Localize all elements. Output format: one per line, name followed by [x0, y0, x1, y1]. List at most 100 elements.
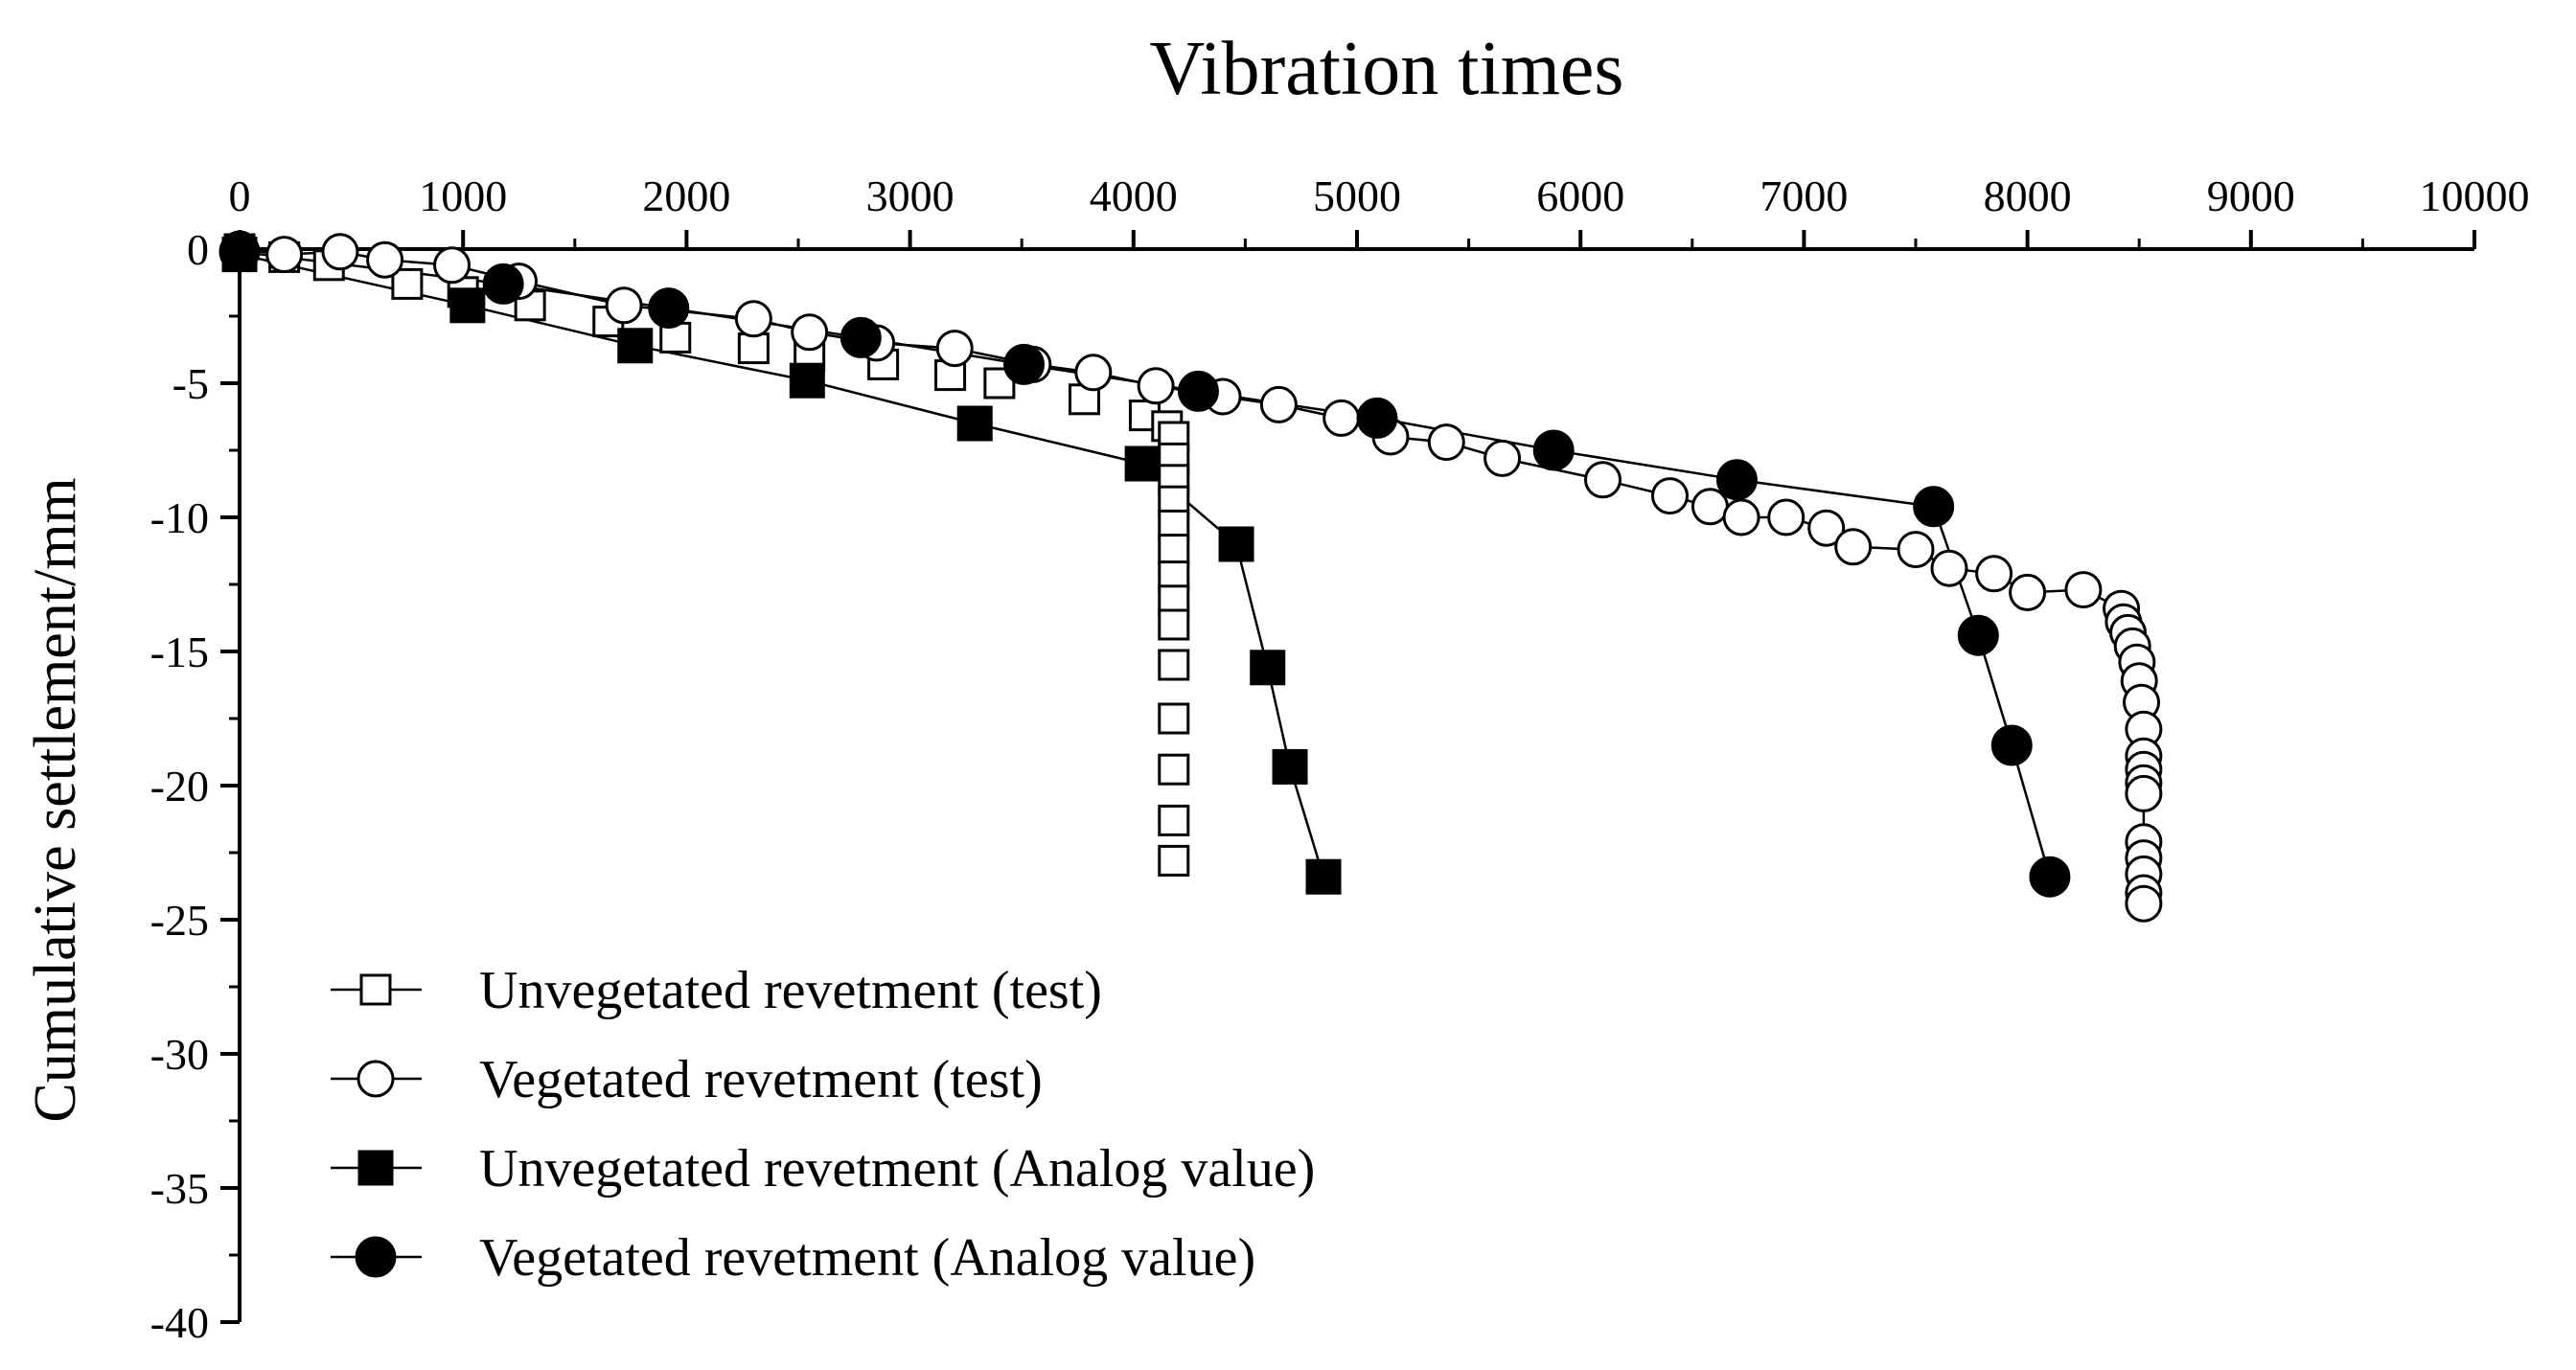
series-2-markers — [220, 230, 2163, 923]
legend-item-4: Vegetated revetment (Analog value) — [331, 1228, 1255, 1288]
y-tick-label: -15 — [150, 628, 209, 676]
data-point — [1158, 534, 1190, 566]
y-tick-label: -35 — [150, 1164, 209, 1213]
x-tick-label: 4000 — [1090, 171, 1178, 220]
data-point — [449, 287, 486, 324]
data-point — [840, 316, 882, 358]
data-point — [1897, 531, 1935, 569]
x-tick-label: 3000 — [866, 171, 954, 220]
legend-label: Vegetated revetment (test) — [479, 1050, 1043, 1109]
data-point — [1158, 608, 1190, 641]
data-point — [737, 332, 770, 365]
series-line-2 — [239, 247, 2146, 904]
legend-marker — [359, 973, 392, 1006]
x-tick-label: 1000 — [419, 171, 507, 220]
data-point — [1158, 649, 1190, 681]
y-tick-label: -40 — [150, 1298, 209, 1347]
legend-marker — [357, 1150, 394, 1186]
data-point — [1427, 423, 1465, 462]
data-point — [1158, 702, 1190, 735]
axes: 0 1000 2000 3000 4000 5000 6000 7000 8000 9000 100… — [150, 171, 2530, 1347]
data-point — [1218, 526, 1254, 562]
data-point — [265, 236, 304, 274]
data-point — [1484, 439, 1522, 477]
data-point — [789, 362, 825, 399]
data-point — [734, 300, 772, 338]
data-point — [1650, 477, 1689, 515]
y-tick-label: -25 — [150, 896, 209, 945]
x-tick-label: 0 — [229, 171, 251, 220]
legend-marker — [355, 1236, 397, 1278]
x-tick-label: 10000 — [2420, 171, 2530, 220]
data-point — [1158, 753, 1190, 786]
y-tick-label: -5 — [172, 359, 209, 408]
data-point — [366, 240, 404, 279]
legend-marker — [356, 1060, 395, 1098]
series-line-3 — [239, 253, 1325, 878]
legend: Unvegetated revetment (test) Vegetated re… — [331, 961, 1315, 1288]
data-point — [1532, 429, 1575, 471]
legend-item-2: Vegetated revetment (test) — [331, 1050, 1043, 1109]
data-point — [648, 287, 690, 330]
legend-label: Vegetated revetment (Analog value) — [479, 1228, 1255, 1288]
data-point — [956, 405, 993, 442]
data-point — [2009, 573, 2047, 611]
data-point — [1913, 486, 1955, 528]
data-point — [1003, 343, 1046, 385]
data-point — [1715, 459, 1758, 501]
data-point — [1356, 397, 1398, 439]
data-point — [1272, 748, 1308, 785]
data-point — [2064, 571, 2103, 609]
legend-item-3: Unvegetated revetment (Analog value) — [331, 1139, 1315, 1199]
y-tick-label: -20 — [150, 762, 209, 811]
data-point — [617, 328, 654, 364]
data-point — [321, 233, 359, 271]
x-tick-label: 8000 — [1984, 171, 2072, 220]
data-point — [1957, 614, 1999, 656]
data-point — [2125, 774, 2163, 812]
x-tick-label: 2000 — [642, 171, 730, 220]
plot-area — [218, 230, 2163, 923]
legend-item-1: Unvegetated revetment (test) — [331, 961, 1102, 1020]
x-tick-label: 7000 — [1760, 171, 1848, 220]
y-tick-label: -30 — [150, 1030, 209, 1079]
data-point — [1158, 844, 1190, 877]
data-point — [1259, 385, 1298, 423]
data-point — [1834, 528, 1873, 566]
data-point — [433, 246, 472, 285]
data-point — [1930, 549, 1968, 587]
data-point — [482, 263, 524, 305]
data-point — [1807, 509, 1846, 547]
y-tick-label: -10 — [150, 493, 209, 542]
chart-title: Vibration times — [1149, 27, 1623, 111]
legend-label: Unvegetated revetment (test) — [479, 961, 1102, 1020]
data-point — [1074, 354, 1113, 392]
data-point — [1305, 858, 1342, 895]
data-point — [1250, 650, 1286, 686]
series-4-markers — [218, 231, 2071, 898]
y-axis-label: Cumulative settlement/mm — [23, 477, 88, 1122]
data-point — [1990, 724, 2033, 766]
data-point — [391, 267, 424, 300]
data-point — [1584, 461, 1622, 499]
data-point — [2125, 884, 2163, 923]
data-point — [218, 231, 261, 273]
x-tick-label: 5000 — [1313, 171, 1401, 220]
data-point — [1975, 555, 2013, 593]
data-point — [1690, 488, 1729, 526]
data-point — [1767, 498, 1806, 537]
data-point — [1124, 445, 1161, 482]
data-point — [935, 330, 974, 368]
data-point — [605, 286, 643, 325]
series-1-markers — [223, 233, 1190, 877]
x-tick-label: 9000 — [2207, 171, 2295, 220]
data-point — [791, 313, 829, 352]
y-tick-label: 0 — [187, 225, 209, 274]
data-point — [1137, 367, 1175, 405]
x-tick-label: 6000 — [1536, 171, 1624, 220]
legend-label: Unvegetated revetment (Analog value) — [479, 1139, 1315, 1199]
series-line-4 — [239, 250, 2052, 878]
data-point — [1158, 804, 1190, 836]
